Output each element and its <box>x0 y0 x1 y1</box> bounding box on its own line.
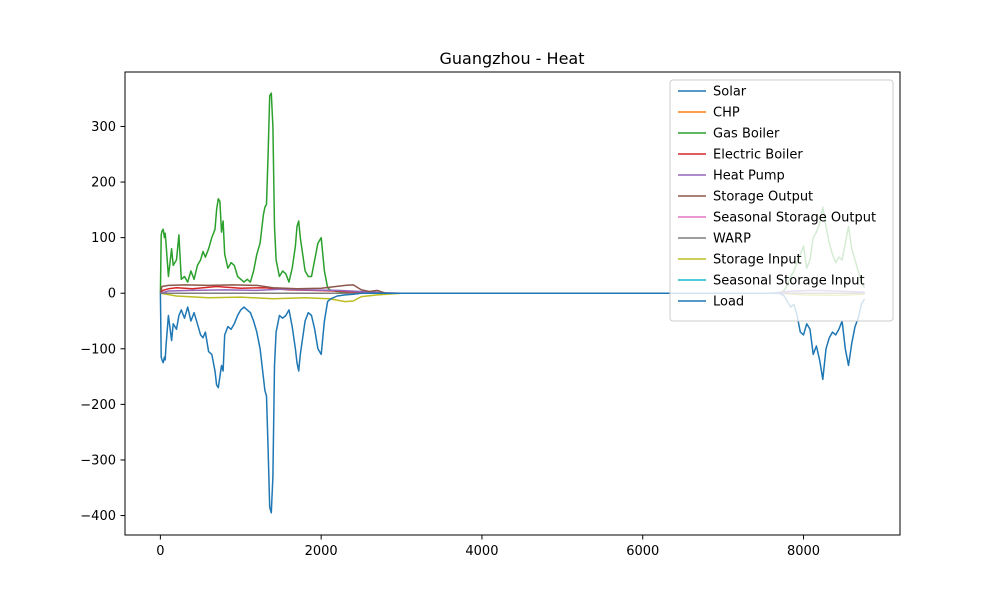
legend-entry-label: Storage Output <box>713 190 813 205</box>
y-axis: −400 −300 −200 −100 0 100 200 300 <box>80 120 125 524</box>
y-tick-label: 100 <box>91 231 116 246</box>
plot-frame <box>124 71 901 536</box>
series-line-storage-output <box>159 284 865 294</box>
x-tick-label: 0 <box>156 544 164 559</box>
legend-entry-label: Load <box>713 295 744 310</box>
chart-title: Guangzhou - Heat <box>439 49 584 68</box>
series-line-electric-boiler <box>159 285 865 294</box>
legend-entry-label: Electric Boiler <box>713 148 803 163</box>
y-tick-label: 0 <box>108 287 116 302</box>
y-tick-label: −100 <box>80 342 116 357</box>
legend-entry-label: Heat Pump <box>713 169 785 184</box>
x-axis: 0 2000 4000 6000 8000 <box>156 535 820 559</box>
y-tick-label: 300 <box>91 120 116 135</box>
y-tick-label: 200 <box>91 176 116 191</box>
legend-entry-label: Solar <box>713 85 747 100</box>
x-tick-label: 2000 <box>305 544 338 559</box>
x-tick-label: 4000 <box>465 544 498 559</box>
legend-entry-label: Seasonal Storage Output <box>713 211 876 226</box>
series-line-load <box>159 292 866 514</box>
x-tick-label: 6000 <box>626 544 659 559</box>
legend-entry-label: WARP <box>713 232 751 247</box>
legend-entry-label: Gas Boiler <box>713 127 780 142</box>
y-tick-label: −300 <box>80 453 116 468</box>
legend: Solar CHP Gas Boiler Electric Boiler Heat Pu… <box>669 79 894 322</box>
x-tick-label: 8000 <box>787 544 820 559</box>
legend-box <box>669 79 894 322</box>
y-tick-label: −200 <box>80 398 116 413</box>
legend-entry-label: Storage Input <box>713 253 802 268</box>
y-tick-label: −400 <box>80 509 116 524</box>
legend-entry-label: Seasonal Storage Input <box>713 274 865 289</box>
legend-entry-label: CHP <box>713 106 740 121</box>
